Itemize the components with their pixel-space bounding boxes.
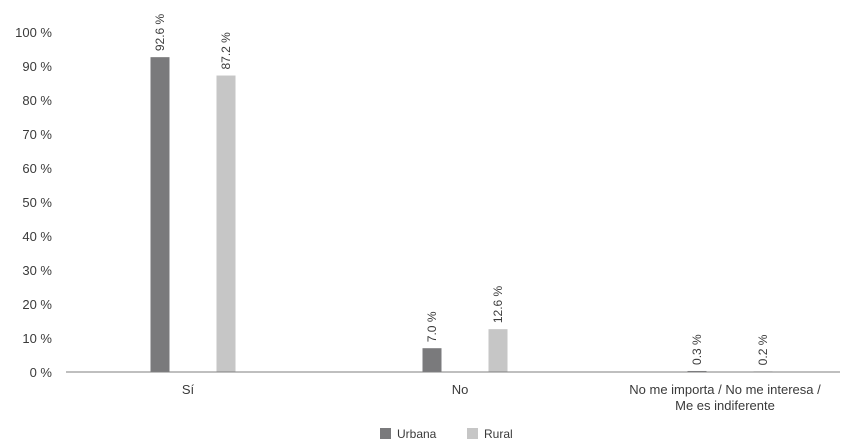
y-tick-label: 0 % [30, 365, 53, 380]
legend-swatch [467, 428, 478, 439]
y-tick-label: 100 % [15, 25, 52, 40]
y-tick-label: 40 % [22, 229, 52, 244]
x-tick-label: Sí [182, 382, 195, 397]
bar-urbana [422, 348, 442, 372]
y-tick-label: 80 % [22, 93, 52, 108]
y-axis: 0 % 10 % 20 % 30 % 40 % 50 % 60 % 70 % 80 % 90 % 1… [15, 25, 52, 380]
x-tick-label: No [452, 382, 469, 397]
x-axis: Sí No No me importa / No me interesa / Me e… [66, 371, 840, 413]
bar-value-label: 0.2 % [756, 334, 770, 365]
bar-value-label: 92.6 % [153, 13, 167, 51]
y-tick-label: 50 % [22, 195, 52, 210]
bar-urbana [150, 57, 170, 372]
legend-item: Rural [467, 427, 513, 441]
bar-urbana [687, 370, 707, 372]
x-tick-label: No me importa / No me interesa / Me es in… [629, 382, 821, 413]
y-tick-label: 70 % [22, 127, 52, 142]
legend-label: Urbana [397, 427, 437, 441]
legend-swatch [380, 428, 391, 439]
y-tick-label: 60 % [22, 161, 52, 176]
bar-rural [216, 75, 236, 373]
bar-value-label: 12.6 % [491, 285, 505, 323]
y-tick-label: 30 % [22, 263, 52, 278]
y-tick-label: 20 % [22, 297, 52, 312]
y-tick-label: 10 % [22, 331, 52, 346]
bar-value-label: 7.0 % [425, 311, 439, 342]
bar-value-label: 0.3 % [690, 334, 704, 365]
bar-rural [488, 329, 508, 372]
legend: Urbana Rural [380, 427, 513, 441]
legend-label: Rural [484, 427, 513, 441]
legend-item: Urbana [380, 427, 437, 441]
y-tick-label: 90 % [22, 59, 52, 74]
bars: 92.6 % 7.0 % 0.3 % 87.2 % 12.6 % 0.2 % [150, 13, 773, 373]
bar-value-label: 87.2 % [219, 32, 233, 70]
